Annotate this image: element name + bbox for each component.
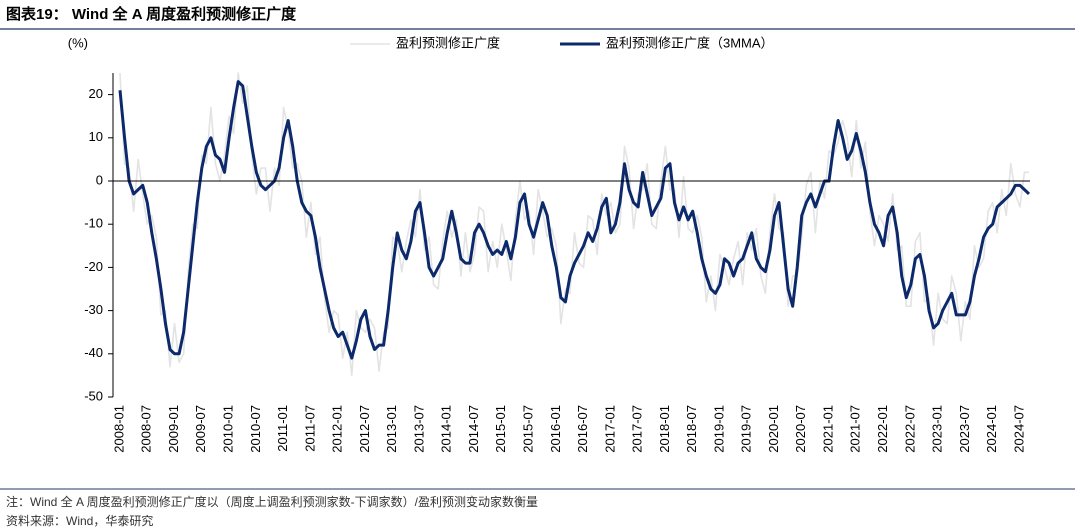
y-tick-label: -30: [84, 302, 103, 317]
x-tick-label: 2016-01: [548, 405, 563, 453]
x-tick-label: 2011-07: [302, 405, 317, 452]
x-tick-label: 2014-07: [466, 405, 481, 453]
x-tick-label: 2024-07: [1011, 405, 1026, 453]
series-line: [118, 80, 1031, 360]
x-tick-label: 2012-07: [357, 405, 372, 453]
legend-label: 盈利预测修正广度（3MMA）: [606, 35, 774, 50]
x-tick-label: 2010-01: [221, 405, 236, 453]
x-tick-label: 2023-01: [930, 405, 945, 453]
x-tick-label: 2017-07: [630, 405, 645, 453]
x-tick-label: 2008-07: [139, 405, 154, 453]
chart-title: 图表19： Wind 全 A 周度盈利预测修正广度: [6, 5, 297, 23]
x-tick-label: 2009-01: [166, 405, 181, 453]
x-tick-label: 2018-07: [684, 405, 699, 453]
x-tick-label: 2011-01: [275, 405, 290, 452]
x-tick-label: 2019-07: [739, 405, 754, 453]
y-tick-label: 10: [89, 129, 103, 144]
x-tick-label: 2016-07: [575, 405, 590, 453]
y-tick-label: -20: [84, 259, 103, 274]
y-tick-label: -40: [84, 345, 103, 360]
x-tick-label: 2020-01: [766, 405, 781, 453]
x-tick-label: 2009-07: [193, 405, 208, 453]
x-tick-label: 2022-07: [902, 405, 917, 453]
x-tick-label: 2019-01: [711, 405, 726, 453]
legend-label: 盈利预测修正广度: [396, 35, 500, 50]
y-axis-label: (%): [68, 35, 88, 50]
x-tick-label: 2024-01: [984, 405, 999, 453]
x-tick-label: 2021-01: [820, 405, 835, 453]
x-tick-label: 2015-01: [493, 405, 508, 453]
y-tick-label: -50: [84, 388, 103, 403]
y-tick-label: 20: [89, 86, 103, 101]
series-line: [119, 72, 1029, 377]
x-tick-label: 2022-01: [875, 405, 890, 453]
x-tick-label: 2017-01: [602, 405, 617, 453]
x-tick-label: 2020-07: [793, 405, 808, 453]
x-tick-label: 2008-01: [111, 405, 126, 453]
y-tick-label: 0: [96, 172, 103, 187]
note: 注：Wind 全 A 周度盈利预测修正广度以（周度上调盈利预测家数-下调家数）/…: [6, 494, 538, 509]
x-tick-label: 2015-07: [520, 405, 535, 453]
source: 资料来源：Wind，华泰研究: [6, 513, 153, 528]
y-tick-label: -10: [84, 216, 103, 231]
x-tick-label: 2013-01: [384, 405, 399, 453]
x-tick-label: 2018-01: [657, 405, 672, 453]
x-tick-label: 2023-07: [957, 405, 972, 453]
x-tick-label: 2012-01: [330, 405, 345, 453]
x-tick-label: 2014-01: [439, 405, 454, 453]
x-tick-label: 2021-07: [848, 405, 863, 453]
x-tick-label: 2013-07: [411, 405, 426, 453]
x-tick-label: 2010-07: [248, 405, 263, 453]
